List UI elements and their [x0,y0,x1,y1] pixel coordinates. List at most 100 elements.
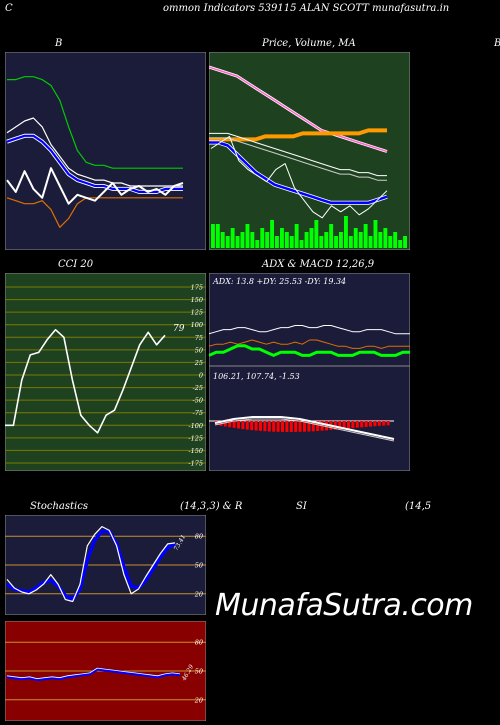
volume-bar [289,236,294,248]
volume-bar [329,224,334,248]
volume-bar [235,236,240,248]
volume-bar [220,232,225,248]
volume-bar [265,232,270,248]
volume-bar [280,228,284,248]
bollinger-bg [5,52,206,250]
lower-band-line [6,197,183,228]
adx-macd-title: ADX & MACD 12,26,9 [262,259,375,270]
macd-histogram-bar [298,421,302,432]
stoch-title-si: SI [296,501,307,512]
ma-orange-line [209,128,387,142]
macd-histogram-bar [351,421,355,429]
macd-histogram-bar [267,421,271,432]
macd-histogram-bar [223,421,227,427]
macd-histogram-bar [338,421,342,430]
adx-macd-bg [209,273,410,471]
cci-tick-label: 100 [191,321,203,329]
macd-histogram-bar [254,421,258,431]
middle-band-line [6,117,183,187]
volume-bar [344,216,348,248]
volume-bar [250,232,255,248]
macd-histogram-bar [377,421,381,426]
bollinger-panel [5,52,206,250]
macd-histogram-bar [241,421,245,430]
price-ma-right-mark: B [494,38,500,49]
stoch-title-right: (14,5 [405,501,432,512]
ma-long-line-2 [209,137,387,181]
header-title: ommon Indicators 539115 ALAN SCOTT munaf… [163,3,450,14]
macd-histogram-bar [272,421,276,432]
macd-histogram-bar [263,421,267,432]
macd-readout: 106.21, 107.74, -1.53 [213,372,300,381]
volume-bar [334,236,338,248]
price-ma-panel [209,52,410,250]
volume-bar [358,232,363,248]
macd-histogram-bar [245,421,249,430]
volume-bar [398,240,403,248]
macd-histogram-bar [289,421,293,432]
price-ma-chart [209,52,410,250]
cci-tick-label: 150 [191,296,203,304]
cci-chart: 175 150 125 100 75 50 25 0 -25 -50 -75 -100 -125 -150… [5,273,206,471]
upper-band-line [7,76,183,169]
minus-dy-line [209,339,410,349]
volume-bar [230,228,235,248]
volume-bar [339,232,343,248]
volume-bar [378,232,383,248]
rsi-line [6,667,181,682]
macd-histogram-bar [250,421,254,431]
volume-bar [255,240,260,248]
price-line [210,135,388,219]
macd-histogram-bar [369,421,372,427]
volume-bar [215,224,220,248]
cci-tick-label: 75 [195,334,203,342]
cci-tick-label: 175 [191,284,203,292]
macd-histogram-bar [347,421,350,429]
stoch-tick-label: 50 [195,562,203,570]
cci-panel: 175 150 125 100 75 50 25 0 -25 -50 -75 -100 -125 -150… [5,273,206,471]
adx-macd-chart: ADX: 13.8 +DY: 25.53 -DY: 19.34 106.21, 1… [209,273,410,471]
volume-bar [314,220,319,248]
macd-histogram-bar [276,421,280,432]
price-ma-title: Price, Volume, MA [262,38,356,49]
volume-bar [211,224,215,248]
volume-bar [309,228,314,248]
cci-tick-label: -75 [193,409,203,417]
price-ma-bg [209,52,410,250]
volume-bar [240,232,245,248]
macd-histogram-bar [360,421,364,428]
macd-histogram-bar [285,421,289,432]
cci-tick-label: -25 [193,384,203,392]
adx-readout: ADX: 13.8 +DY: 25.53 -DY: 19.34 [212,277,346,286]
cci-title: CCI 20 [58,259,94,270]
rsi-tick-label: 50 [195,668,203,676]
volume-bar [270,220,274,248]
stoch-tick-label: 80 [195,533,203,541]
macd-histogram-bar [307,421,311,432]
cci-tick-label: 0 [199,372,203,380]
cci-last-value: 79 [173,324,185,334]
volume-bar [260,228,265,248]
volume-bar [225,236,230,248]
macd-signal-line [214,418,395,442]
bollinger-title: B [55,38,63,49]
volume-bar [353,228,358,248]
volume-bar [304,232,309,248]
cci-tick-label: 125 [191,309,203,317]
stochastics-panel: 80 50 20 73.41 [5,515,206,615]
volume-bar [393,232,398,248]
price-line [6,167,184,205]
macd-histogram-bar [342,421,346,429]
cci-tick-label: -175 [188,460,203,468]
rsi-panel: 80 50 20 46.29 [5,621,206,721]
macd-histogram-bar [364,421,368,427]
stoch-k-line [6,526,176,603]
rsi-tick-label: 80 [195,639,203,647]
rsi-tick-label: 20 [194,696,203,704]
cci-bg [5,273,206,471]
adx-macd-panel: ADX: 13.8 +DY: 25.53 -DY: 19.34 106.21, 1… [209,273,410,471]
macd-histogram-bar [382,421,386,426]
volume-bar [383,228,388,248]
